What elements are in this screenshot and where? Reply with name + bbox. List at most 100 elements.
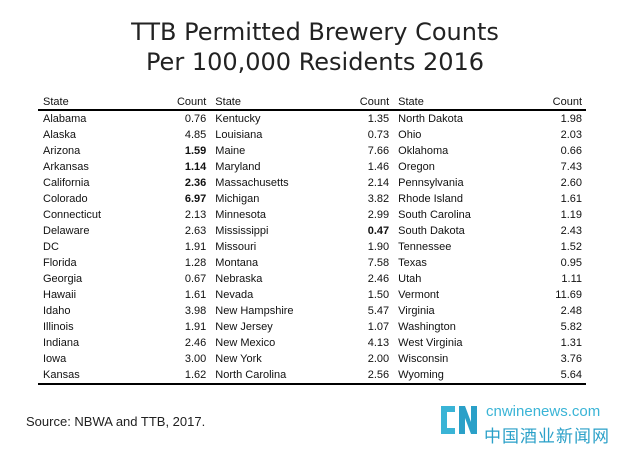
count-cell: 1.35	[367, 113, 390, 125]
state-cell: South Carolina	[398, 209, 471, 221]
count-cell: 1.19	[560, 209, 582, 221]
count-cell: 4.85	[184, 129, 207, 141]
state-cell: Nevada	[215, 289, 254, 301]
state-cell: Colorado	[43, 193, 88, 205]
state-cell: Arkansas	[43, 161, 89, 173]
state-cell: Alaska	[43, 129, 77, 141]
count-cell: 1.61	[184, 289, 207, 301]
state-cell: Virginia	[398, 305, 435, 317]
state-cell: Oregon	[398, 161, 435, 173]
state-cell: Alabama	[43, 113, 87, 125]
state-cell: California	[43, 177, 90, 189]
state-cell: North Carolina	[210, 367, 340, 385]
header-row: State Count State Count State Count	[38, 96, 586, 111]
state-cell: Kentucky	[215, 113, 261, 125]
state-cell: Wisconsin	[398, 353, 449, 365]
count-cell: 1.46	[367, 161, 390, 173]
count-cell: 1.28	[184, 257, 207, 269]
count-cell: 0.47	[367, 225, 390, 237]
column-header-count: Count	[155, 96, 211, 111]
table-row: Iowa 3.00 New York 2.00 Wisconsin 3.76	[38, 351, 586, 367]
state-cell: Connecticut	[43, 209, 102, 221]
count-cell: 1.62	[155, 367, 211, 385]
state-cell: Missouri	[215, 241, 257, 253]
cnwinenews-logo-icon	[441, 406, 477, 434]
count-cell: 6.97	[184, 193, 207, 205]
table-row: Connecticut 2.13 Minnesota 2.99 South Caroli…	[38, 207, 586, 223]
count-cell: 1.91	[184, 241, 207, 253]
state-cell: Rhode Island	[398, 193, 463, 205]
table-body: Alabama 0.76 Kentucky 1.35 North Dakota 1.98 A…	[38, 110, 586, 385]
count-cell: 2.46	[184, 337, 207, 349]
count-cell: 3.98	[184, 305, 207, 317]
state-cell: New York	[215, 353, 262, 365]
count-cell: 5.64	[524, 367, 586, 385]
table-row: Colorado 6.97 Michigan 3.82 Rhode Island 1.61	[38, 191, 586, 207]
state-cell: West Virginia	[398, 337, 463, 349]
count-cell: 2.36	[184, 177, 207, 189]
column-header-state: State	[210, 96, 340, 111]
state-cell: Kansas	[38, 367, 156, 385]
state-cell: Montana	[215, 257, 259, 269]
count-cell: 0.66	[560, 145, 582, 157]
table-row: Hawaii 1.61 Nevada 1.50 Vermont 11.69	[38, 287, 586, 303]
table-row: Alaska 4.85 Louisiana 0.73 Ohio 2.03	[38, 127, 586, 143]
table-row: California 2.36 Massachusetts 2.14 Pennsylva…	[38, 175, 586, 191]
state-cell: Tennessee	[398, 241, 452, 253]
count-cell: 1.91	[184, 321, 207, 333]
count-cell: 2.99	[367, 209, 390, 221]
brewery-count-table: State Count State Count State Count Alab…	[38, 96, 586, 385]
table-row: Idaho 3.98 New Hampshire 5.47 Virginia 2.48	[38, 303, 586, 319]
count-cell: 2.48	[560, 305, 582, 317]
state-cell: Oklahoma	[398, 145, 449, 157]
table-row: Indiana 2.46 New Mexico 4.13 West Virginia 1.…	[38, 335, 586, 351]
state-cell: Georgia	[43, 273, 83, 285]
state-cell: New Mexico	[215, 337, 276, 349]
state-cell: Vermont	[398, 289, 440, 301]
state-cell: Ohio	[398, 129, 422, 141]
state-cell: DC	[43, 241, 59, 253]
table-row: Kansas 1.62 North Carolina 2.56 Wyoming 5.64	[38, 367, 586, 385]
state-cell: Utah	[398, 273, 422, 285]
state-cell: Indiana	[43, 337, 80, 349]
state-cell: Washington	[398, 321, 456, 333]
state-cell: Maryland	[215, 161, 261, 173]
table-row: Alabama 0.76 Kentucky 1.35 North Dakota 1.98	[38, 110, 586, 127]
state-cell: New Hampshire	[215, 305, 294, 317]
count-cell: 2.46	[367, 273, 390, 285]
state-cell: South Dakota	[398, 225, 465, 237]
count-cell: 1.90	[367, 241, 390, 253]
column-header-state: State	[393, 96, 525, 111]
table-row: DC 1.91 Missouri 1.90 Tennessee 1.52	[38, 239, 586, 255]
state-cell: Louisiana	[215, 129, 263, 141]
table-row: Illinois 1.91 New Jersey 1.07 Washington 5.82	[38, 319, 586, 335]
count-cell: 5.82	[560, 321, 582, 333]
state-cell: Maine	[215, 145, 246, 157]
count-cell: 0.73	[367, 129, 390, 141]
count-cell: 1.61	[560, 193, 582, 205]
table-row: Delaware 2.63 Mississippi 0.47 South Dakota 2…	[38, 223, 586, 239]
count-cell: 2.63	[184, 225, 207, 237]
table-title: TTB Permitted Brewery Counts	[131, 18, 499, 46]
state-cell: Nebraska	[215, 273, 263, 285]
column-header-count: Count	[524, 96, 586, 111]
count-cell: 1.07	[367, 321, 390, 333]
count-cell: 4.13	[367, 337, 390, 349]
count-cell: 2.43	[560, 225, 582, 237]
count-cell: 2.56	[339, 367, 394, 385]
state-cell: Illinois	[43, 321, 74, 333]
column-header-state: State	[38, 96, 156, 111]
count-cell: 1.98	[560, 113, 582, 125]
count-cell: 2.14	[367, 177, 390, 189]
state-cell: North Dakota	[398, 113, 463, 125]
count-cell: 7.58	[367, 257, 390, 269]
state-cell: Mississippi	[215, 225, 269, 237]
count-cell: 7.43	[560, 161, 582, 173]
table-row: Arizona 1.59 Maine 7.66 Oklahoma 0.66	[38, 143, 586, 159]
count-cell: 3.82	[367, 193, 390, 205]
state-cell: Idaho	[43, 305, 71, 317]
count-cell: 3.76	[560, 353, 582, 365]
table-row: Arkansas 1.14 Maryland 1.46 Oregon 7.43	[38, 159, 586, 175]
state-cell: Wyoming	[393, 367, 525, 385]
state-cell: Hawaii	[43, 289, 77, 301]
